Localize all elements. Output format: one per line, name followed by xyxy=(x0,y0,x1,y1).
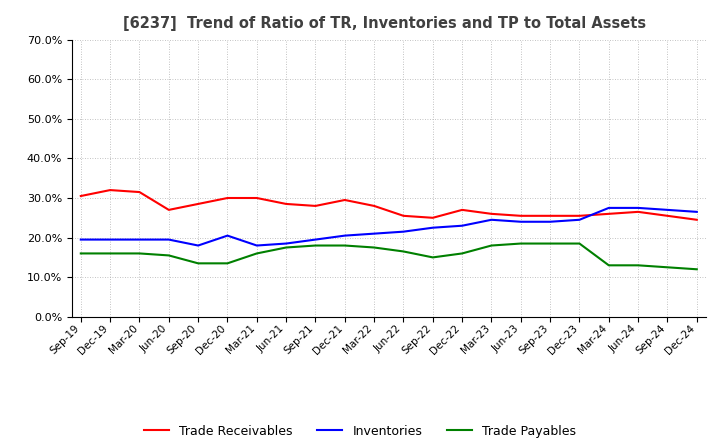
Trade Payables xyxy=(341,243,349,248)
Trade Receivables xyxy=(282,201,290,206)
Inventories xyxy=(399,229,408,234)
Trade Payables xyxy=(76,251,85,256)
Trade Payables xyxy=(516,241,525,246)
Inventories xyxy=(282,241,290,246)
Inventories xyxy=(370,231,379,236)
Trade Payables xyxy=(428,255,437,260)
Inventories xyxy=(253,243,261,248)
Trade Payables xyxy=(458,251,467,256)
Trade Receivables xyxy=(516,213,525,218)
Trade Receivables xyxy=(76,193,85,198)
Trade Receivables xyxy=(311,203,320,209)
Inventories xyxy=(634,205,642,210)
Trade Receivables xyxy=(634,209,642,214)
Trade Receivables xyxy=(194,201,202,206)
Trade Payables xyxy=(546,241,554,246)
Trade Payables xyxy=(253,251,261,256)
Trade Payables xyxy=(135,251,144,256)
Trade Receivables xyxy=(135,189,144,194)
Trade Receivables xyxy=(458,207,467,213)
Inventories xyxy=(135,237,144,242)
Inventories xyxy=(106,237,114,242)
Trade Payables xyxy=(282,245,290,250)
Trade Receivables xyxy=(370,203,379,209)
Trade Payables xyxy=(223,260,232,266)
Trade Receivables xyxy=(106,187,114,193)
Inventories xyxy=(605,205,613,210)
Trade Payables xyxy=(575,241,584,246)
Trade Receivables xyxy=(663,213,672,218)
Trade Receivables xyxy=(341,197,349,202)
Trade Payables xyxy=(164,253,173,258)
Line: Trade Receivables: Trade Receivables xyxy=(81,190,697,220)
Legend: Trade Receivables, Inventories, Trade Payables: Trade Receivables, Inventories, Trade Pa… xyxy=(139,420,581,440)
Trade Receivables xyxy=(428,215,437,220)
Inventories xyxy=(311,237,320,242)
Inventories xyxy=(663,207,672,213)
Trade Receivables xyxy=(399,213,408,218)
Trade Payables xyxy=(605,263,613,268)
Inventories xyxy=(546,219,554,224)
Text: [6237]  Trend of Ratio of TR, Inventories and TP to Total Assets: [6237] Trend of Ratio of TR, Inventories… xyxy=(122,16,646,32)
Trade Payables xyxy=(399,249,408,254)
Trade Payables xyxy=(311,243,320,248)
Trade Receivables xyxy=(223,195,232,201)
Trade Payables xyxy=(693,267,701,272)
Trade Receivables xyxy=(605,211,613,216)
Inventories xyxy=(693,209,701,214)
Inventories xyxy=(341,233,349,238)
Trade Payables xyxy=(370,245,379,250)
Trade Receivables xyxy=(487,211,496,216)
Line: Trade Payables: Trade Payables xyxy=(81,243,697,269)
Inventories xyxy=(194,243,202,248)
Trade Payables xyxy=(487,243,496,248)
Inventories xyxy=(76,237,85,242)
Trade Receivables xyxy=(164,207,173,213)
Trade Receivables xyxy=(546,213,554,218)
Inventories xyxy=(428,225,437,231)
Trade Payables xyxy=(634,263,642,268)
Inventories xyxy=(164,237,173,242)
Inventories xyxy=(223,233,232,238)
Inventories xyxy=(575,217,584,222)
Trade Payables xyxy=(194,260,202,266)
Trade Payables xyxy=(106,251,114,256)
Inventories xyxy=(487,217,496,222)
Trade Payables xyxy=(663,264,672,270)
Line: Inventories: Inventories xyxy=(81,208,697,246)
Trade Receivables xyxy=(575,213,584,218)
Inventories xyxy=(458,223,467,228)
Trade Receivables xyxy=(693,217,701,222)
Inventories xyxy=(516,219,525,224)
Trade Receivables xyxy=(253,195,261,201)
